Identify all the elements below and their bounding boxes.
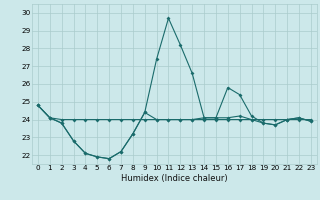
X-axis label: Humidex (Indice chaleur): Humidex (Indice chaleur) <box>121 174 228 183</box>
